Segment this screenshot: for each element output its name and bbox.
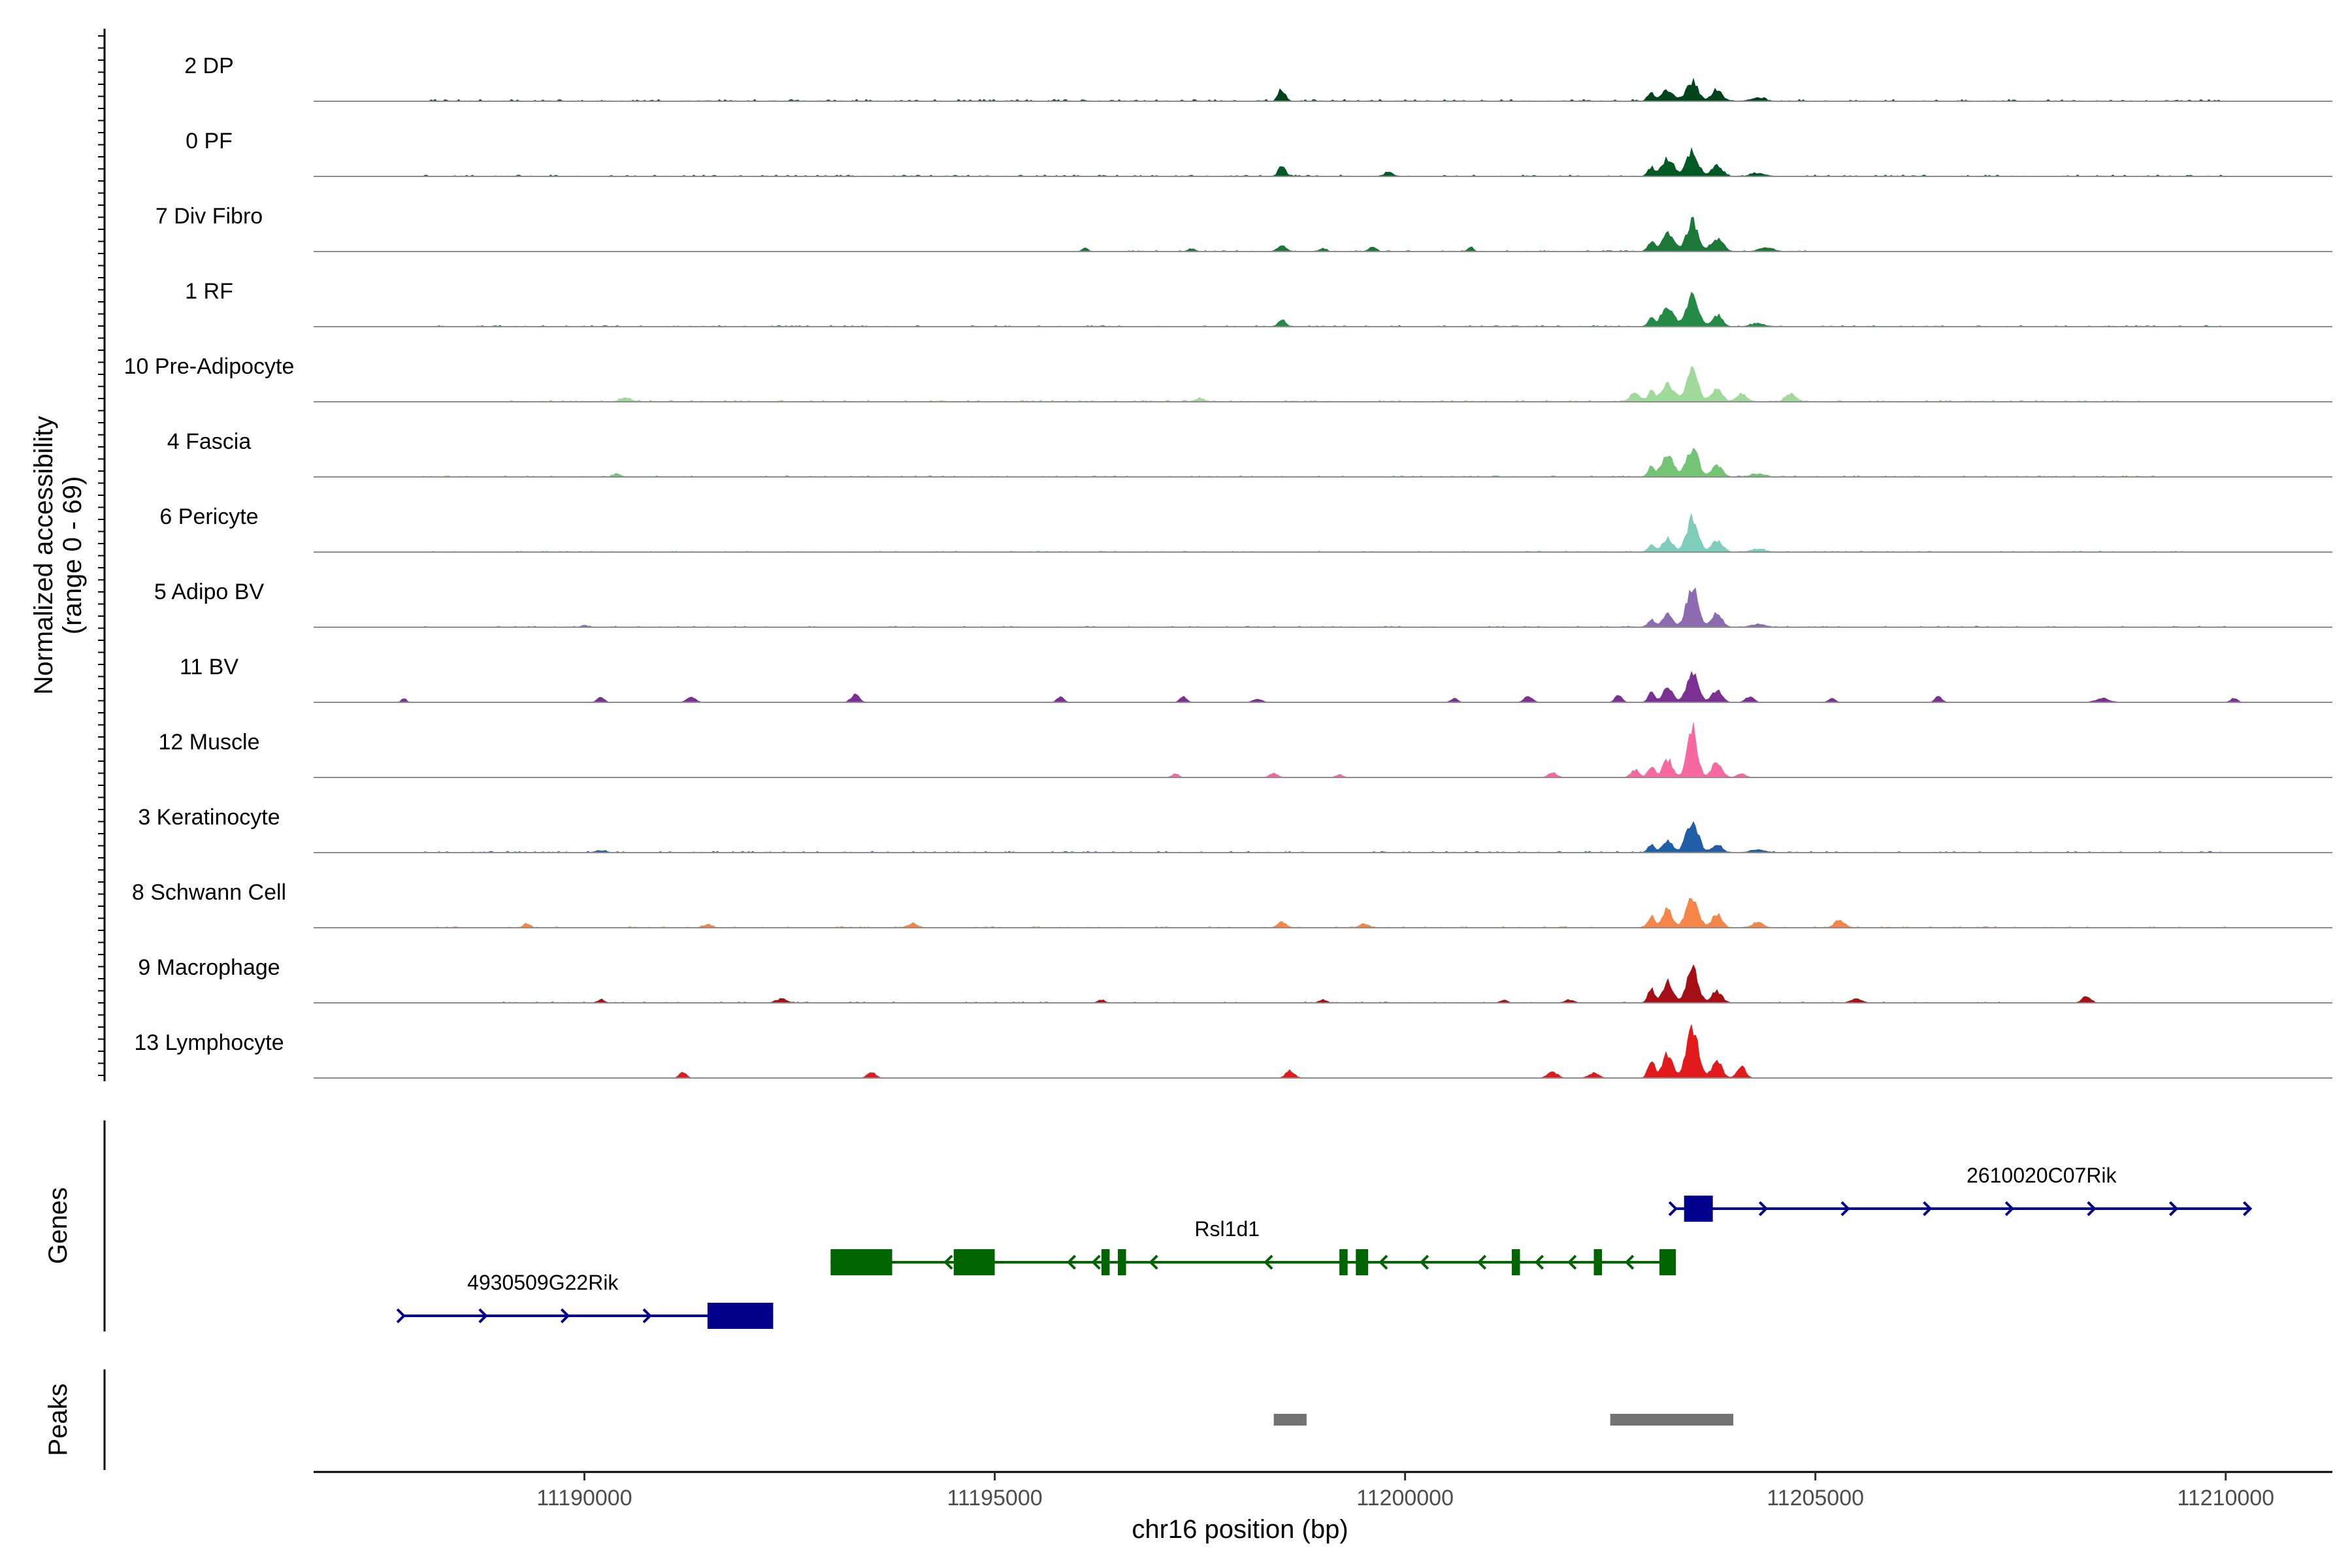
gene-label: Rsl1d1 [1194, 1217, 1260, 1241]
strand-arrow [1264, 1254, 1273, 1270]
peak-region [1610, 1414, 1734, 1426]
strand-arrow [2242, 1201, 2253, 1217]
track-label: 13 Lymphocyte [134, 1030, 284, 1055]
gene-exon [707, 1303, 774, 1329]
coverage-track: 9 Macrophage [138, 955, 2332, 1004]
strand-arrow [1668, 1201, 1678, 1217]
coverage-area [314, 447, 2332, 478]
coverage-area [314, 964, 2332, 1004]
track-label: 5 Adipo BV [154, 580, 265, 604]
coverage-track: 6 Pericyte [159, 504, 2332, 553]
gene-model: 2610020C07Rik [1668, 1164, 2253, 1222]
peaks-panel-title: Peaks [44, 1383, 73, 1456]
x-tick-label: 11190000 [536, 1486, 632, 1511]
coverage-track: 10 Pre-Adipocyte [124, 354, 2332, 402]
x-tick-label: 11210000 [2177, 1486, 2274, 1511]
x-tick-label: 11200000 [1356, 1486, 1454, 1511]
coverage-area [314, 821, 2332, 853]
track-label: 9 Macrophage [138, 955, 280, 980]
x-tick-label: 11195000 [947, 1486, 1042, 1511]
gene-exon [1356, 1249, 1369, 1275]
coverage-track: 0 PF [186, 129, 2332, 177]
strand-arrow [1066, 1254, 1077, 1270]
strand-arrow [1624, 1254, 1635, 1270]
strand-arrow [2004, 1201, 2014, 1217]
track-label: 8 Schwann Cell [132, 880, 286, 905]
gene-exon [1684, 1196, 1713, 1222]
coverage-tracks: 2 DP 0 PF 7 Div Fibro 1 RF 10 Pre-Adipocyte 4… [124, 54, 2332, 1079]
gene-exon [1593, 1249, 1603, 1275]
coverage-track: 2 DP [184, 54, 2332, 102]
track-label: 12 Muscle [159, 730, 260, 755]
coverage-track: 12 Muscle [159, 723, 2332, 778]
genes-panel-title: Genes [44, 1187, 73, 1264]
strand-arrow [1477, 1254, 1487, 1270]
coverage-track: 4 Fascia [167, 429, 2332, 478]
coverage-track: 7 Div Fibro [155, 204, 2332, 252]
coverage-area [314, 898, 2332, 928]
track-label: 6 Pericyte [159, 504, 258, 529]
strand-arrow [1534, 1254, 1544, 1270]
coverage-area [314, 671, 2332, 703]
gene-exon [1117, 1249, 1126, 1275]
strand-arrow [560, 1308, 570, 1324]
coverage-area [314, 291, 2332, 327]
track-label: 7 Div Fibro [155, 204, 263, 229]
coverage-area [314, 512, 2332, 553]
strand-arrow [1923, 1201, 1933, 1217]
strand-arrow [1840, 1201, 1850, 1217]
track-label: 10 Pre-Adipocyte [124, 354, 295, 379]
gene-exon [1101, 1249, 1110, 1275]
coverage-area [314, 365, 2332, 402]
strand-arrow [1091, 1254, 1101, 1270]
y-axis-range: (range 0 - 69) [58, 476, 87, 634]
strand-arrow [1419, 1254, 1429, 1270]
gene-exon [1659, 1249, 1676, 1275]
gene-exon [1339, 1249, 1348, 1275]
x-tick-label: 11205000 [1767, 1486, 1864, 1511]
gene-exon [953, 1249, 995, 1275]
coverage-area [314, 723, 2332, 778]
strand-arrow [943, 1254, 953, 1270]
track-label: 11 BV [180, 655, 238, 679]
track-label: 0 PF [186, 129, 233, 154]
track-label: 4 Fascia [167, 429, 252, 454]
gene-exon [1511, 1249, 1520, 1275]
gene-model: Rsl1d1 [830, 1217, 1676, 1275]
gene-label: 2610020C07Rik [1967, 1164, 2117, 1187]
gene-exon [830, 1249, 892, 1275]
gene-label: 4930509G22Rik [467, 1271, 619, 1294]
strand-arrow [1567, 1254, 1577, 1270]
coverage-track: 8 Schwann Cell [132, 880, 2332, 928]
track-label: 1 RF [185, 279, 233, 304]
x-axis: 11190000 11195000 11200000 11205000 11210000 [98, 35, 2332, 1511]
coverage-area [314, 587, 2332, 628]
coverage-track: 11 BV [180, 655, 2332, 703]
peak-region [1273, 1414, 1307, 1426]
gene-model: 4930509G22Rik [396, 1271, 774, 1329]
strand-arrow [2168, 1201, 2179, 1217]
track-label: 3 Keratinocyte [138, 805, 280, 830]
strand-arrow [478, 1308, 488, 1324]
strand-arrow [642, 1308, 652, 1324]
track-label: 2 DP [184, 54, 234, 78]
strand-arrow [2087, 1201, 2097, 1217]
strand-arrow [1149, 1254, 1158, 1270]
strand-arrow [1379, 1254, 1388, 1270]
coverage-area [314, 146, 2332, 177]
coverage-area [314, 1024, 2332, 1079]
coverage-track: 13 Lymphocyte [134, 1024, 2332, 1079]
peaks-track [1273, 1414, 1734, 1426]
coverage-track: 1 RF [185, 279, 2332, 327]
strand-arrow [396, 1308, 406, 1324]
coverage-area [314, 216, 2332, 252]
coverage-track: 3 Keratinocyte [138, 805, 2332, 853]
y-axis-title: Normalized accessibility [29, 416, 58, 695]
gene-annotation-track: 4930509G22Rik Rsl1d1 2610020C07Rik [396, 1164, 2253, 1329]
coverage-track: 5 Adipo BV [154, 580, 2332, 628]
x-axis-title: chr16 position (bp) [1132, 1515, 1348, 1544]
coverage-area [314, 77, 2332, 102]
strand-arrow [1758, 1201, 1769, 1217]
